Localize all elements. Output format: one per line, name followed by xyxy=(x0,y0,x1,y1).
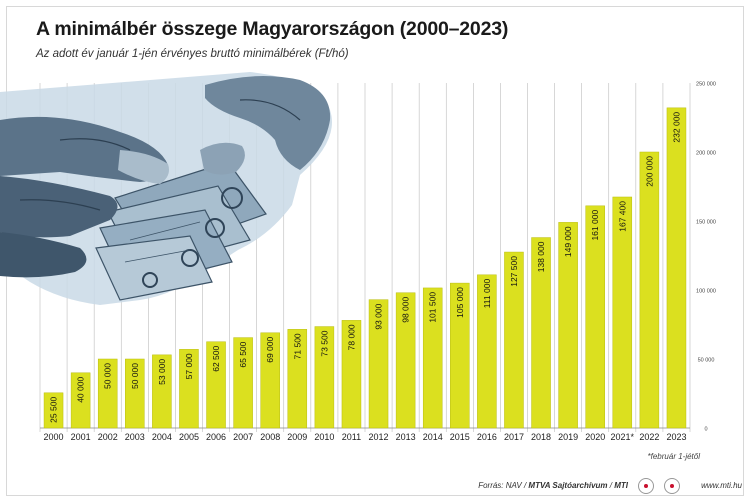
hands-holding-banknotes-photo xyxy=(0,72,332,305)
bar-value-label: 105 000 xyxy=(455,287,465,318)
x-tick-label: 2005 xyxy=(179,432,199,442)
x-tick-label: 2018 xyxy=(531,432,551,442)
bar xyxy=(152,354,172,429)
bar-value-label: 73 500 xyxy=(319,330,329,356)
value-labels-layer: 25 500 40 000 50 000 50 000 53 000 57 000 62 5… xyxy=(49,112,682,423)
bar-value-label: 138 000 xyxy=(536,241,546,272)
bar-value-label: 101 500 xyxy=(428,292,438,323)
x-tick-label: 2021* xyxy=(611,432,635,442)
bar-value-label: 53 000 xyxy=(157,359,167,385)
bar xyxy=(395,292,416,429)
x-tick-label: 2012 xyxy=(369,432,389,442)
footer: Forrás: NAV / MTVA Sajtóarchívum / MTI w… xyxy=(0,478,750,496)
bar-value-label: 149 000 xyxy=(563,226,573,257)
x-tick-label: 2016 xyxy=(477,432,497,442)
bars-layer xyxy=(43,107,687,429)
bar xyxy=(260,332,280,429)
bar xyxy=(314,326,335,429)
bar xyxy=(341,320,362,429)
x-tick-label: 2019 xyxy=(558,432,578,442)
bar-value-label: 232 000 xyxy=(671,112,681,143)
bar-value-label: 200 000 xyxy=(644,156,654,187)
x-tick-label: 2008 xyxy=(260,432,280,442)
bar xyxy=(97,358,118,429)
x-tick-label: 2004 xyxy=(152,432,172,442)
bar xyxy=(43,392,64,429)
bar xyxy=(368,299,389,429)
y-tick-label: 0 xyxy=(704,427,707,433)
bar-value-label: 40 000 xyxy=(76,377,86,403)
bar-value-label: 62 500 xyxy=(211,345,221,371)
x-tick-label: 2009 xyxy=(287,432,307,442)
bar xyxy=(450,282,470,429)
bar xyxy=(666,107,687,429)
bar xyxy=(477,274,497,429)
y-tick-label: 50 000 xyxy=(698,358,715,364)
bar xyxy=(179,349,199,429)
x-tick-label: 2007 xyxy=(233,432,253,442)
x-tick-label: 2020 xyxy=(585,432,605,442)
bar-value-label: 93 000 xyxy=(374,303,384,329)
bar xyxy=(206,341,226,429)
mti-logo-icon xyxy=(664,478,680,494)
y-axis-labels: 0 50 000 100 000 150 000 200 000 250 000 xyxy=(696,82,716,433)
x-tick-label: 2013 xyxy=(396,432,416,442)
x-tick-label: 2010 xyxy=(314,432,334,442)
bar xyxy=(287,329,308,429)
bar xyxy=(531,237,551,429)
bar-value-label: 69 000 xyxy=(265,337,275,363)
footnote: *február 1-jétől xyxy=(647,452,700,461)
source-prefix: Forrás: NAV / xyxy=(478,481,529,490)
x-tick-label: 2000 xyxy=(44,432,64,442)
x-tick-label: 2001 xyxy=(71,432,91,442)
website-link[interactable]: www.mti.hu xyxy=(701,481,742,490)
source-mti: MTI xyxy=(614,481,628,490)
bar xyxy=(639,151,660,429)
y-tick-label: 200 000 xyxy=(696,151,716,157)
bar xyxy=(612,196,633,429)
bar-value-label: 98 000 xyxy=(401,296,411,322)
x-axis-labels: 2000 2001 2002 2003 2004 2005 2006 2007 2008 2009… xyxy=(44,432,687,442)
bar-value-label: 71 500 xyxy=(292,333,302,359)
x-tick-label: 2017 xyxy=(504,432,524,442)
bar-value-label: 127 500 xyxy=(509,256,519,287)
bar-value-label: 65 500 xyxy=(238,341,248,367)
source-separator: / xyxy=(607,481,615,490)
bar xyxy=(422,287,443,429)
bar-value-label: 167 400 xyxy=(617,201,627,232)
x-tick-label: 2003 xyxy=(125,432,145,442)
mtva-logo-icon xyxy=(638,478,654,494)
x-tick-label: 2011 xyxy=(342,432,361,442)
bar xyxy=(504,251,524,429)
x-tick-label: 2002 xyxy=(98,432,118,442)
bar-value-label: 25 500 xyxy=(49,397,59,423)
y-tick-label: 250 000 xyxy=(696,82,716,88)
bar-value-label: 111 000 xyxy=(482,279,492,309)
source-line: Forrás: NAV / MTVA Sajtóarchívum / MTI xyxy=(478,481,628,490)
x-tick-label: 2022 xyxy=(639,432,659,442)
bar-value-label: 57 000 xyxy=(184,353,194,379)
chart-title: A minimálbér összege Magyarországon (200… xyxy=(36,18,509,40)
bar-value-label: 78 000 xyxy=(346,324,356,350)
bar xyxy=(558,222,578,429)
source-mtva: MTVA Sajtóarchívum xyxy=(528,481,608,490)
bar xyxy=(585,205,605,429)
x-tick-label: 2023 xyxy=(666,432,686,442)
x-tick-label: 2006 xyxy=(206,432,226,442)
x-tick-label: 2014 xyxy=(423,432,443,442)
bar-value-label: 161 000 xyxy=(590,210,600,241)
bar-value-label: 50 000 xyxy=(103,363,113,389)
bar-value-label: 50 000 xyxy=(130,363,140,389)
chart-subtitle: Az adott év január 1-jén érvényes bruttó… xyxy=(36,48,349,60)
bar xyxy=(233,337,253,429)
bar xyxy=(125,358,145,429)
y-tick-label: 100 000 xyxy=(696,289,716,295)
y-tick-label: 150 000 xyxy=(696,220,716,226)
bar xyxy=(70,372,91,429)
x-tick-label: 2015 xyxy=(450,432,470,442)
